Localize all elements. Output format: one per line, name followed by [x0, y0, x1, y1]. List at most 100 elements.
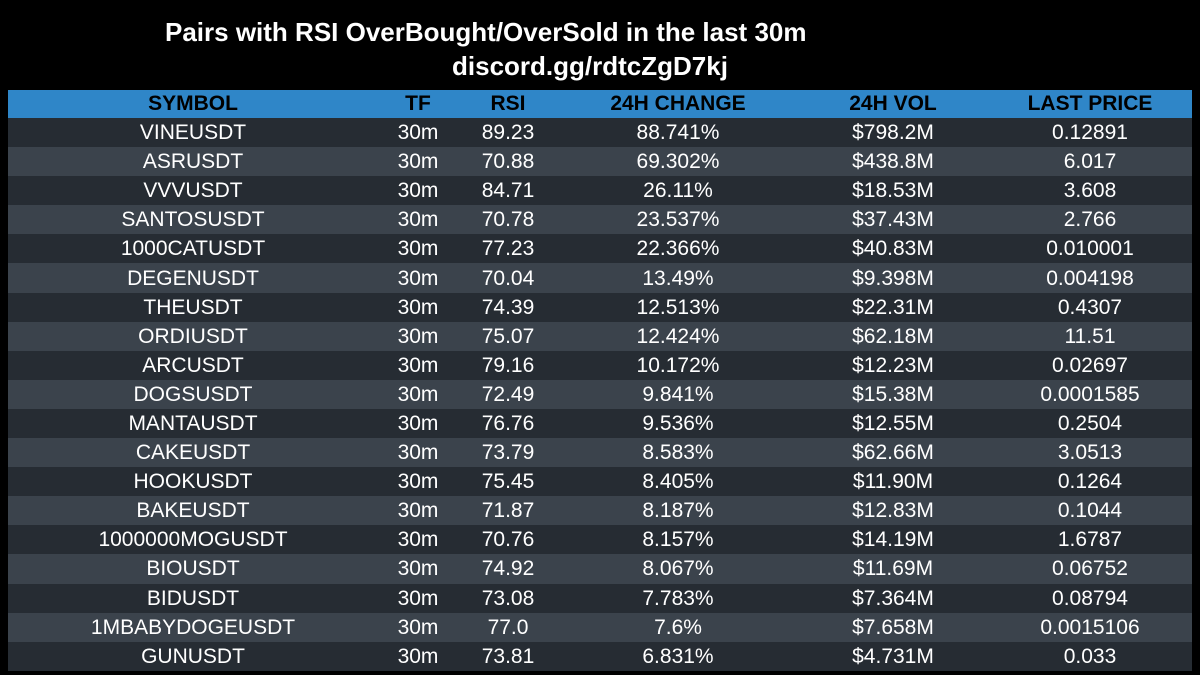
- volume-cell: $14.19M: [798, 525, 988, 555]
- table-row[interactable]: 1000000MOGUSDT 30m 70.76 8.157% $14.19M 1.678…: [8, 525, 1192, 555]
- volume-cell: $12.83M: [798, 496, 988, 526]
- tf-cell: 30m: [378, 641, 458, 671]
- volume-cell: $40.83M: [798, 234, 988, 264]
- tf-cell: 30m: [378, 176, 458, 206]
- volume-cell: $798.2M: [798, 118, 988, 148]
- table-row[interactable]: THEUSDT 30m 74.39 12.513% $22.31M 0.4307: [8, 292, 1192, 322]
- table-header-row: SYMBOL TF RSI 24H CHANGE 24H VOL LAST PR…: [8, 90, 1192, 118]
- table-row[interactable]: BIDUSDT 30m 73.08 7.783% $7.364M 0.08794: [8, 583, 1192, 613]
- table-row[interactable]: HOOKUSDT 30m 75.45 8.405% $11.90M 0.1264: [8, 467, 1192, 497]
- symbol-cell: 1MBABYDOGEUSDT: [8, 612, 378, 642]
- rsi-cell: 75.45: [458, 467, 558, 497]
- table-row[interactable]: GUNUSDT 30m 73.81 6.831% $4.731M 0.033: [8, 641, 1192, 671]
- column-header-last-price[interactable]: LAST PRICE: [988, 90, 1192, 118]
- table-row[interactable]: 1000CATUSDT 30m 77.23 22.366% $40.83M 0.01000…: [8, 234, 1192, 264]
- change-cell: 88.741%: [558, 118, 798, 148]
- symbol-cell: CAKEUSDT: [8, 438, 378, 468]
- column-header-24h-change[interactable]: 24H CHANGE: [558, 90, 798, 118]
- tf-cell: 30m: [378, 496, 458, 526]
- rsi-cell: 73.81: [458, 641, 558, 671]
- price-cell: 0.12891: [988, 118, 1192, 148]
- price-cell: 3.0513: [988, 438, 1192, 468]
- table-row[interactable]: 1MBABYDOGEUSDT 30m 77.0 7.6% $7.658M 0.001510…: [8, 612, 1192, 642]
- tf-cell: 30m: [378, 205, 458, 235]
- rsi-cell: 74.39: [458, 292, 558, 322]
- change-cell: 22.366%: [558, 234, 798, 264]
- price-cell: 3.608: [988, 176, 1192, 206]
- change-cell: 26.11%: [558, 176, 798, 206]
- table-row[interactable]: BIOUSDT 30m 74.92 8.067% $11.69M 0.06752: [8, 554, 1192, 584]
- change-cell: 8.187%: [558, 496, 798, 526]
- volume-cell: $11.90M: [798, 467, 988, 497]
- tf-cell: 30m: [378, 321, 458, 351]
- tf-cell: 30m: [378, 292, 458, 322]
- change-cell: 7.6%: [558, 612, 798, 642]
- volume-cell: $12.23M: [798, 350, 988, 380]
- symbol-cell: ORDIUSDT: [8, 321, 378, 351]
- column-header-rsi[interactable]: RSI: [458, 90, 558, 118]
- symbol-cell: VVVUSDT: [8, 176, 378, 206]
- price-cell: 1.6787: [988, 525, 1192, 555]
- price-cell: 11.51: [988, 321, 1192, 351]
- volume-cell: $12.55M: [798, 408, 988, 439]
- column-header-symbol[interactable]: SYMBOL: [8, 90, 378, 118]
- price-cell: 0.06752: [988, 554, 1192, 584]
- table-row[interactable]: ORDIUSDT 30m 75.07 12.424% $62.18M 11.51: [8, 321, 1192, 351]
- price-cell: 0.033: [988, 641, 1192, 671]
- rsi-cell: 76.76: [458, 408, 558, 439]
- volume-cell: $22.31M: [798, 292, 988, 322]
- symbol-cell: THEUSDT: [8, 292, 378, 322]
- rsi-table: SYMBOL TF RSI 24H CHANGE 24H VOL LAST PR…: [8, 90, 1192, 671]
- price-cell: 0.0015106: [988, 612, 1192, 642]
- tf-cell: 30m: [378, 263, 458, 293]
- table-row[interactable]: VINEUSDT 30m 89.23 88.741% $798.2M 0.12891: [8, 118, 1192, 148]
- table-row[interactable]: CAKEUSDT 30m 73.79 8.583% $62.66M 3.0513: [8, 438, 1192, 468]
- change-cell: 7.783%: [558, 583, 798, 613]
- column-header-24h-vol[interactable]: 24H VOL: [798, 90, 988, 118]
- price-cell: 0.02697: [988, 350, 1192, 380]
- column-header-tf[interactable]: TF: [378, 90, 458, 118]
- symbol-cell: BIDUSDT: [8, 583, 378, 613]
- table-row[interactable]: BAKEUSDT 30m 71.87 8.187% $12.83M 0.1044: [8, 496, 1192, 526]
- volume-cell: $11.69M: [798, 554, 988, 584]
- change-cell: 69.302%: [558, 147, 798, 177]
- table-row[interactable]: VVVUSDT 30m 84.71 26.11% $18.53M 3.608: [8, 176, 1192, 206]
- tf-cell: 30m: [378, 379, 458, 409]
- rsi-cell: 77.0: [458, 612, 558, 642]
- rsi-cell: 71.87: [458, 496, 558, 526]
- tf-cell: 30m: [378, 147, 458, 177]
- table-row[interactable]: ASRUSDT 30m 70.88 69.302% $438.8M 6.017: [8, 147, 1192, 177]
- discord-link[interactable]: discord.gg/rdtcZgD7kj: [452, 51, 728, 81]
- volume-cell: $18.53M: [798, 176, 988, 206]
- rsi-cell: 70.76: [458, 525, 558, 555]
- volume-cell: $7.658M: [798, 612, 988, 642]
- page-title: Pairs with RSI OverBought/OverSold in th…: [165, 17, 807, 47]
- rsi-cell: 73.08: [458, 583, 558, 613]
- symbol-cell: BIOUSDT: [8, 554, 378, 584]
- price-cell: 6.017: [988, 147, 1192, 177]
- tf-cell: 30m: [378, 554, 458, 584]
- table-row[interactable]: MANTAUSDT 30m 76.76 9.536% $12.55M 0.2504: [8, 408, 1192, 439]
- price-cell: 2.766: [988, 205, 1192, 235]
- rsi-cell: 79.16: [458, 350, 558, 380]
- price-cell: 0.0001585: [988, 379, 1192, 409]
- tf-cell: 30m: [378, 467, 458, 497]
- table-row[interactable]: DOGSUSDT 30m 72.49 9.841% $15.38M 0.0001585: [8, 379, 1192, 409]
- tf-cell: 30m: [378, 118, 458, 148]
- table-row[interactable]: ARCUSDT 30m 79.16 10.172% $12.23M 0.02697: [8, 350, 1192, 380]
- rsi-cell: 70.88: [458, 147, 558, 177]
- tf-cell: 30m: [378, 583, 458, 613]
- price-cell: 0.1044: [988, 496, 1192, 526]
- symbol-cell: GUNUSDT: [8, 641, 378, 671]
- rsi-cell: 84.71: [458, 176, 558, 206]
- price-cell: 0.4307: [988, 292, 1192, 322]
- volume-cell: $7.364M: [798, 583, 988, 613]
- price-cell: 0.004198: [988, 263, 1192, 293]
- change-cell: 8.583%: [558, 438, 798, 468]
- price-cell: 0.1264: [988, 467, 1192, 497]
- rsi-cell: 77.23: [458, 234, 558, 264]
- symbol-cell: 1000000MOGUSDT: [8, 525, 378, 555]
- table-row[interactable]: DEGENUSDT 30m 70.04 13.49% $9.398M 0.004198: [8, 263, 1192, 293]
- volume-cell: $15.38M: [798, 379, 988, 409]
- table-row[interactable]: SANTOSUSDT 30m 70.78 23.537% $37.43M 2.766: [8, 205, 1192, 235]
